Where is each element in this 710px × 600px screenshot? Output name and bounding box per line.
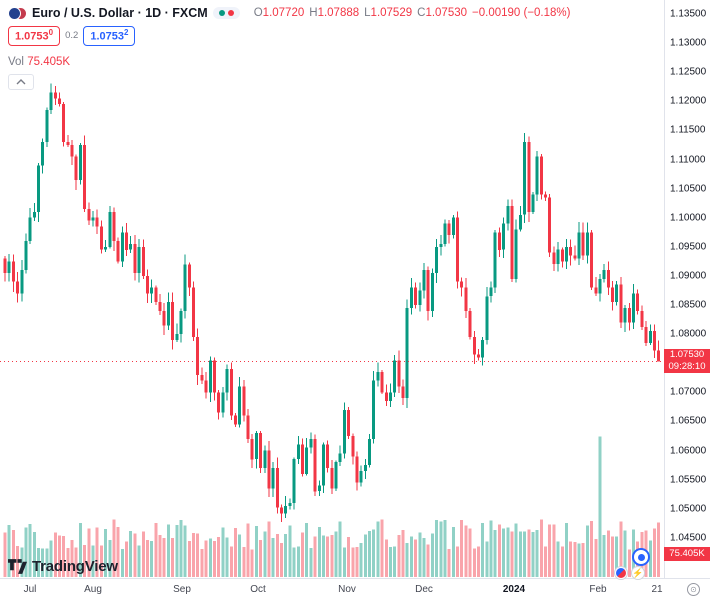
symbol-row: Euro / U.S. Dollar · 1D · FXCM O1.07720 H… xyxy=(8,6,570,20)
price-axis[interactable]: 1.13500 1.13000 1.12500 1.12000 1.11500 1.110… xyxy=(664,0,710,578)
chevron-up-icon xyxy=(16,78,26,85)
price-axis-label: 1.13500 xyxy=(670,8,707,20)
bar-countdown: 09:28:10 xyxy=(668,361,706,373)
price-axis-label: 1.05500 xyxy=(670,474,707,486)
high-value: 1.07888 xyxy=(317,7,360,19)
price-axis-label: 1.06000 xyxy=(670,445,707,456)
close-value: 1.07530 xyxy=(425,7,468,19)
time-axis-label: Nov xyxy=(338,584,356,595)
time-axis-label: Feb xyxy=(589,584,607,595)
volume-axis-tag: 75.405K xyxy=(664,547,710,561)
sell-button[interactable]: 1.07530 xyxy=(8,26,61,46)
price-axis-label: 1.09000 xyxy=(670,270,707,282)
tradingview-glyph-icon xyxy=(8,559,27,574)
low-label: L xyxy=(364,7,371,19)
symbol-pair-logo-icon xyxy=(8,6,27,20)
high-label: H xyxy=(309,7,318,19)
sell-dot-icon xyxy=(227,10,234,16)
broker-logo-icon[interactable] xyxy=(614,566,628,580)
lightning-icon[interactable]: ⚡ xyxy=(631,566,645,580)
volume-legend: Vol 75.405K xyxy=(8,56,570,68)
buy-button[interactable]: 1.07532 xyxy=(83,26,136,46)
last-price-value: 1.07530 xyxy=(669,349,705,361)
price-axis-label: 1.11500 xyxy=(670,124,706,136)
price-axis-label: 1.08500 xyxy=(670,299,707,311)
time-axis-label: Jul xyxy=(23,584,37,595)
spread-value: 0.2 xyxy=(65,30,79,42)
symbol-title[interactable]: Euro / U.S. Dollar · 1D · FXCM xyxy=(32,6,208,20)
close-label: C xyxy=(417,7,426,19)
bid-ask-row: 1.07530 0.2 1.07532 xyxy=(8,26,570,46)
price-axis-label: 1.09500 xyxy=(670,241,707,253)
buy-dot-icon xyxy=(218,10,225,16)
time-axis-label: Sep xyxy=(173,584,191,595)
price-axis-label: 1.06500 xyxy=(670,415,707,427)
time-axis-label: Aug xyxy=(84,584,102,595)
open-label: O xyxy=(253,7,263,19)
last-price-tag: 1.07530 09:28:10 xyxy=(664,349,710,374)
price-axis-label: 1.08000 xyxy=(670,328,707,340)
price-axis-label: 1.10500 xyxy=(670,183,707,195)
axis-settings-icon[interactable]: ⊙ xyxy=(687,583,700,596)
quick-trade-pill[interactable] xyxy=(212,7,240,19)
price-axis-label: 1.05000 xyxy=(670,503,707,515)
price-axis-label: 1.07000 xyxy=(670,386,707,398)
time-axis-label: 2024 xyxy=(502,584,526,595)
price-axis-label: 1.12500 xyxy=(670,66,707,78)
time-axis[interactable]: Jul Aug Sep Oct Nov Dec 2024 Feb 21 xyxy=(0,578,710,600)
floating-mini-buttons: ⚡ xyxy=(614,566,645,580)
time-axis-label: 21 xyxy=(651,584,663,595)
volume-label: Vol xyxy=(8,55,24,68)
scroll-to-realtime-button[interactable] xyxy=(632,548,650,566)
tradingview-wordmark: TradingView xyxy=(32,558,118,575)
candlestick-chart[interactable] xyxy=(0,0,664,578)
legend: Euro / U.S. Dollar · 1D · FXCM O1.07720 H… xyxy=(8,6,570,90)
change-value: −0.00190 (−0.18%) xyxy=(472,7,571,19)
price-axis-label: 1.12000 xyxy=(670,95,707,107)
tradingview-logo[interactable]: TradingView xyxy=(8,558,118,575)
volume-value: 75.405K xyxy=(27,55,71,68)
target-icon xyxy=(637,553,645,561)
low-value: 1.07529 xyxy=(370,7,413,19)
time-axis-label: Oct xyxy=(250,584,266,595)
price-axis-label: 1.04500 xyxy=(670,532,707,544)
collapse-legend-button[interactable] xyxy=(8,73,34,90)
price-axis-label: 1.13000 xyxy=(670,37,707,49)
price-axis-label: 1.10000 xyxy=(670,212,707,224)
price-axis-label: 1.11000 xyxy=(670,154,706,165)
ohlc-readout: O1.07720 H1.07888 L1.07529 C1.07530 −0.00190… xyxy=(249,7,571,19)
time-axis-label: Dec xyxy=(415,584,433,595)
open-value: 1.07720 xyxy=(262,7,305,19)
